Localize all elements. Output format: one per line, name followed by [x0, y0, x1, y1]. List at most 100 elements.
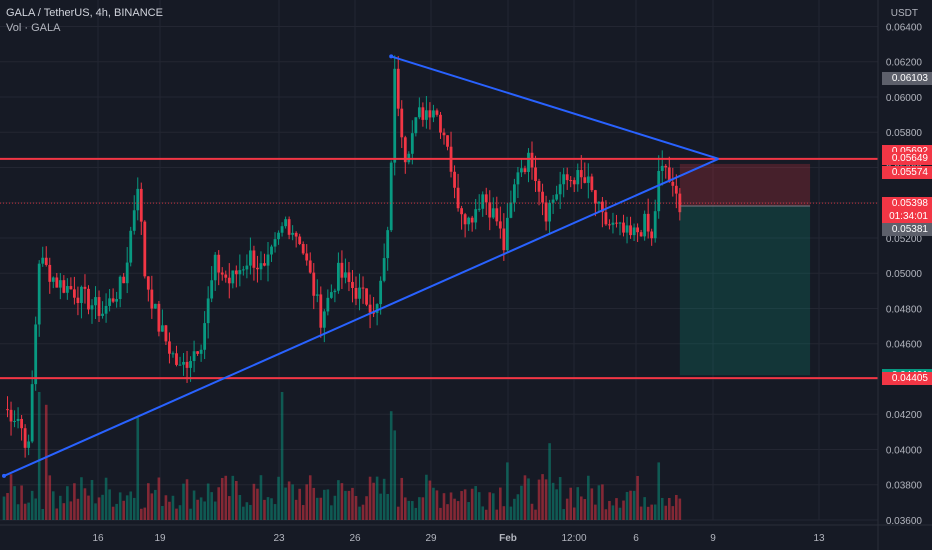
- price-tick-label: 0.06200: [886, 58, 923, 69]
- volume-bar: [484, 509, 488, 520]
- candle-body: [625, 225, 629, 233]
- volume-bars: [2, 392, 682, 520]
- candle-body: [593, 190, 597, 204]
- candle-body: [340, 262, 344, 278]
- volume-bar: [301, 505, 305, 520]
- candle-body: [667, 167, 671, 182]
- candle-body: [435, 110, 439, 115]
- candle-body: [470, 217, 474, 223]
- volume-bar: [597, 485, 601, 520]
- candle-body: [562, 174, 566, 185]
- candle-body: [199, 349, 203, 354]
- volume-bar: [175, 508, 178, 520]
- time-tick-label: 23: [273, 533, 285, 544]
- volume-bar: [192, 490, 196, 520]
- volume-bar: [87, 495, 90, 520]
- volume-bar: [513, 498, 516, 520]
- trendline: [3, 157, 719, 477]
- volume-bar: [625, 491, 629, 520]
- volume-bar: [30, 490, 34, 520]
- candle-body: [203, 323, 207, 350]
- time-tick-label: 9: [710, 533, 716, 544]
- volume-bar: [280, 392, 284, 520]
- short-position-tool[interactable]: [679, 163, 811, 376]
- volume-bar: [495, 509, 499, 520]
- candle-body: [611, 222, 615, 225]
- candle-body: [139, 188, 143, 222]
- horizontal-levels[interactable]: [0, 157, 878, 380]
- candle-body: [23, 428, 27, 448]
- volume-bar: [347, 490, 351, 520]
- candle-body: [259, 263, 263, 270]
- volume-bar: [608, 500, 611, 520]
- candle-body: [548, 202, 551, 222]
- stop-loss-zone: [679, 163, 811, 207]
- volume-bar: [217, 487, 221, 520]
- candle-body: [516, 172, 520, 185]
- candle-body: [474, 209, 478, 223]
- volume-bar: [375, 476, 379, 520]
- volume-bar: [611, 505, 615, 520]
- volume-bar: [344, 490, 347, 520]
- candle-body: [393, 68, 397, 163]
- volume-bar: [460, 491, 463, 520]
- candle-body: [30, 384, 34, 442]
- candle-body: [502, 228, 506, 251]
- candle-body: [337, 262, 340, 291]
- volume-bar: [499, 487, 502, 520]
- volume-bar: [206, 483, 210, 520]
- volume-bar: [615, 498, 618, 520]
- candle-body: [463, 214, 467, 225]
- candle-body: [263, 263, 266, 266]
- volume-bar: [442, 493, 446, 520]
- volume-bar: [44, 404, 48, 520]
- volume-bar: [622, 500, 625, 520]
- volume-bar: [139, 508, 143, 520]
- candle-body: [446, 135, 449, 147]
- currency-unit: USDT: [890, 8, 918, 19]
- candle-body: [55, 277, 59, 288]
- volume-legend[interactable]: Vol · GALA: [6, 22, 60, 34]
- candle-body: [6, 409, 9, 411]
- candle-body: [175, 353, 178, 365]
- candle-body: [372, 312, 375, 314]
- candle-body: [157, 303, 161, 332]
- volume-bar: [340, 483, 344, 520]
- volume-bar: [308, 475, 312, 520]
- volume-bar: [182, 483, 185, 520]
- candle-body: [460, 208, 463, 215]
- candle-body: [249, 250, 252, 266]
- symbol-title[interactable]: GALA / TetherUS, 4h, BINANCE: [6, 7, 163, 19]
- price-badge: 0.05398: [882, 196, 932, 210]
- volume-bar: [396, 506, 400, 520]
- candle-body: [322, 311, 326, 328]
- volume-bar: [632, 490, 636, 520]
- candle-body: [569, 180, 573, 182]
- volume-bar: [587, 475, 590, 520]
- trendlines[interactable]: [2, 54, 719, 478]
- time-tick-label: 16: [92, 533, 104, 544]
- candle-body: [20, 418, 23, 429]
- trendline-handle: [2, 473, 6, 478]
- candle-body: [326, 297, 330, 312]
- candle-body: [217, 254, 221, 273]
- candle-body: [491, 208, 495, 218]
- volume-bar: [312, 487, 316, 520]
- volume-bar: [400, 477, 404, 520]
- volume-bar: [203, 501, 206, 520]
- volume-bar: [565, 498, 569, 520]
- candle-body: [579, 170, 583, 178]
- candle-body: [403, 137, 407, 163]
- take-profit-zone: [679, 206, 811, 376]
- volume-bar: [569, 487, 573, 520]
- candle-body: [115, 298, 119, 302]
- volume-bar: [675, 494, 678, 520]
- candle-body: [273, 239, 277, 247]
- volume-bar: [20, 485, 23, 520]
- candle-body: [414, 117, 418, 134]
- candle-body: [643, 213, 647, 237]
- volume-bar: [481, 506, 485, 520]
- price-tick-label: 0.04600: [886, 340, 923, 351]
- volume-bar: [449, 492, 453, 520]
